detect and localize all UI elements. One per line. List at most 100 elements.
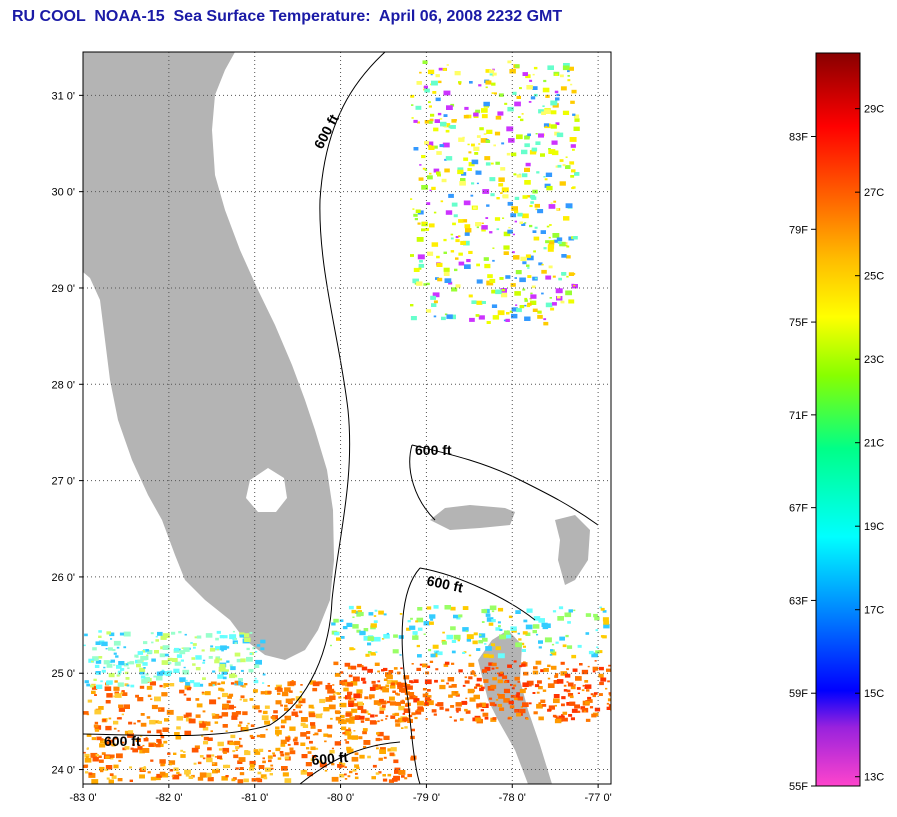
sst-pixel [109,754,115,758]
sst-pixel [538,133,544,138]
sst-pixel [122,747,127,751]
sst-pixel [587,665,590,668]
sst-pixel [579,663,583,666]
sst-pixel [419,71,422,74]
sst-pixel [478,143,481,145]
sst-pixel [284,716,287,718]
sst-pixel [451,287,458,292]
sst-pixel [547,664,551,668]
sst-pixel [414,218,418,221]
sst-pixel [609,693,611,697]
sst-pixel [456,616,461,620]
sst-pixel [254,677,257,680]
sst-pixel [379,738,383,741]
sst-pixel [264,705,270,709]
sst-pixel [395,692,399,695]
sst-pixel [247,722,250,725]
sst-pixel [389,752,395,756]
sst-pixel [498,177,505,182]
sst-pixel [253,679,259,684]
sst-pixel [521,649,526,652]
sst-pixel [95,641,101,645]
sst-pixel [543,79,547,83]
sst-pixel [330,717,333,720]
sst-pixel [572,148,575,151]
sst-pixel [164,718,170,722]
sst-pixel [293,709,296,711]
map-content [83,52,611,784]
sst-pixel [186,697,191,701]
sst-pixel [401,775,405,778]
sst-pixel [382,778,388,782]
sst-pixel [547,65,554,70]
sst-pixel [517,681,520,683]
sst-pixel [207,777,214,782]
sst-pixel [85,756,89,759]
sst-pixel [526,680,534,686]
sst-pixel [426,282,430,286]
sst-pixel [484,643,487,645]
sst-pixel [473,146,480,151]
sst-pixel [291,711,298,716]
sst-pixel [548,705,555,710]
sst-pixel [145,673,149,676]
sst-pixel [385,684,389,687]
sst-pixel [103,660,110,665]
sst-pixel [547,683,555,688]
sst-pixel [565,156,568,158]
sst-pixel [393,667,398,670]
sst-pixel [439,684,446,690]
sst-pixel [464,708,468,712]
sst-pixel [412,635,419,640]
sst-pixel [237,760,243,764]
sst-pixel [401,727,404,729]
sst-pixel [347,735,353,740]
sst-pixel [529,194,536,199]
sst-pixel [406,685,413,690]
sst-pixel [306,747,310,750]
sst-pixel [519,87,522,90]
sst-pixel [450,626,456,631]
sst-pixel [457,167,464,172]
sst-pixel [280,743,286,747]
sst-pixel [346,746,351,750]
colorbar-c-label: 25C [864,271,884,283]
sst-pixel [383,667,388,671]
sst-pixel [556,208,559,211]
sst-pixel [507,60,512,64]
sst-pixel [234,740,241,746]
sst-pixel [434,119,440,123]
sst-pixel [429,660,434,663]
sst-pixel [544,178,548,181]
sst-pixel [514,277,517,279]
sst-pixel [139,685,145,689]
sst-pixel [353,730,356,732]
sst-pixel [277,686,281,689]
colorbar-f-label: 71F [789,410,808,422]
sst-pixel [150,698,153,700]
sst-pixel [491,643,496,647]
sst-pixel [533,66,538,70]
sst-pixel [383,678,388,681]
sst-pixel [451,691,459,696]
sst-pixel [545,125,548,128]
sst-pixel [526,264,530,267]
sst-pixel [239,634,244,638]
sst-pixel [209,699,217,705]
sst-pixel [119,632,124,636]
sst-pixel [233,675,238,678]
sst-pixel [342,683,346,686]
sst-pixel [349,647,354,651]
sst-pixel [500,192,503,194]
sst-pixel [113,727,117,730]
sst-pixel [178,773,182,777]
sst-pixel [481,108,488,113]
sst-pixel [448,193,454,198]
sst-pixel [300,684,303,686]
sst-pixel [120,668,125,671]
sst-pixel [523,671,529,676]
sst-pixel [371,680,376,684]
sst-pixel [491,667,495,670]
sst-pixel [455,284,461,288]
sst-pixel [332,684,335,686]
